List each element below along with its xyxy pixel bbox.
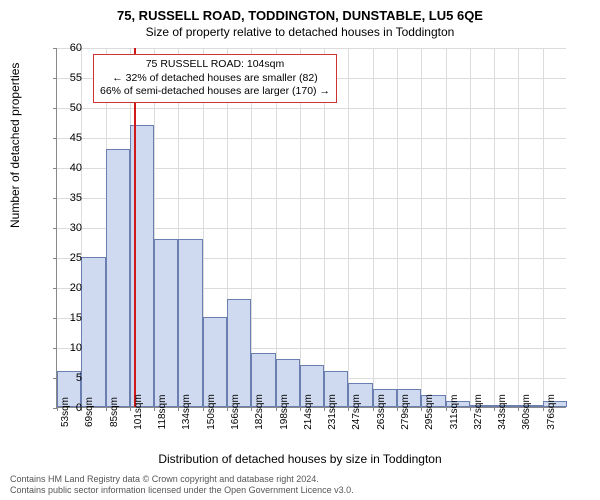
gridline-v [446, 48, 447, 407]
xtick-label: 295sqm [424, 394, 435, 430]
xtick-mark [130, 407, 131, 411]
xtick-label: 263sqm [376, 394, 387, 430]
histogram-bar [178, 239, 202, 407]
annotation-line-2: ← 32% of detached houses are smaller (82… [100, 72, 330, 86]
gridline-v [494, 48, 495, 407]
xtick-mark [276, 407, 277, 411]
plot-area: 75 RUSSELL ROAD: 104sqm ← 32% of detache… [56, 48, 566, 408]
xtick-mark [227, 407, 228, 411]
xtick-mark [348, 407, 349, 411]
histogram-bar [81, 257, 105, 407]
xtick-label: 118sqm [157, 395, 168, 430]
ytick-label: 15 [56, 312, 82, 324]
ytick-label: 25 [56, 252, 82, 264]
gridline-v [373, 48, 374, 407]
ytick-label: 55 [56, 72, 82, 84]
xtick-mark [251, 407, 252, 411]
xtick-label: 311sqm [449, 395, 460, 430]
xtick-label: 53sqm [60, 397, 71, 427]
xtick-label: 376sqm [546, 394, 557, 430]
xtick-mark [518, 407, 519, 411]
x-axis-label: Distribution of detached houses by size … [0, 452, 600, 466]
xtick-label: 101sqm [133, 394, 144, 430]
gridline-v [470, 48, 471, 407]
gridline-v [397, 48, 398, 407]
ytick-label: 40 [56, 162, 82, 174]
chart-title-sub: Size of property relative to detached ho… [0, 23, 600, 39]
xtick-mark [446, 407, 447, 411]
xtick-mark [178, 407, 179, 411]
y-axis-label: Number of detached properties [8, 63, 22, 228]
annotation-line-1: 75 RUSSELL ROAD: 104sqm [100, 58, 330, 72]
ytick-label: 30 [56, 222, 82, 234]
histogram-bar [106, 149, 130, 407]
xtick-label: 150sqm [206, 394, 217, 430]
xtick-mark [154, 407, 155, 411]
xtick-mark [373, 407, 374, 411]
xtick-label: 343sqm [497, 394, 508, 430]
ytick-label: 60 [56, 42, 82, 54]
xtick-label: 231sqm [327, 394, 338, 430]
gridline-v [421, 48, 422, 407]
xtick-mark [203, 407, 204, 411]
histogram-bar [227, 299, 251, 407]
xtick-label: 182sqm [254, 394, 265, 430]
ytick-label: 35 [56, 192, 82, 204]
histogram-bar [154, 239, 178, 407]
ytick-label: 20 [56, 282, 82, 294]
gridline-v [543, 48, 544, 407]
xtick-mark [494, 407, 495, 411]
footer-line-2: Contains public sector information licen… [10, 485, 354, 496]
xtick-mark [421, 407, 422, 411]
xtick-label: 85sqm [109, 397, 120, 427]
xtick-label: 198sqm [279, 394, 290, 430]
footer-attribution: Contains HM Land Registry data © Crown c… [10, 474, 354, 496]
xtick-label: 214sqm [303, 394, 314, 430]
ytick-label: 50 [56, 102, 82, 114]
xtick-mark [397, 407, 398, 411]
xtick-label: 69sqm [84, 397, 95, 427]
annotation-line-3: 66% of semi-detached houses are larger (… [100, 85, 330, 99]
xtick-label: 327sqm [473, 394, 484, 430]
xtick-label: 247sqm [351, 394, 362, 430]
chart-title-main: 75, RUSSELL ROAD, TODDINGTON, DUNSTABLE,… [0, 0, 600, 23]
ytick-label: 45 [56, 132, 82, 144]
xtick-label: 360sqm [521, 394, 532, 430]
xtick-label: 166sqm [230, 394, 241, 430]
xtick-label: 279sqm [400, 394, 411, 430]
xtick-label: 134sqm [181, 394, 192, 430]
gridline-v [518, 48, 519, 407]
xtick-mark [300, 407, 301, 411]
ytick-label: 10 [56, 342, 82, 354]
footer-line-1: Contains HM Land Registry data © Crown c… [10, 474, 354, 485]
xtick-mark [324, 407, 325, 411]
xtick-mark [106, 407, 107, 411]
gridline-v [348, 48, 349, 407]
annotation-box: 75 RUSSELL ROAD: 104sqm ← 32% of detache… [93, 54, 337, 103]
xtick-mark [470, 407, 471, 411]
ytick-label: 5 [56, 372, 82, 384]
xtick-mark [543, 407, 544, 411]
